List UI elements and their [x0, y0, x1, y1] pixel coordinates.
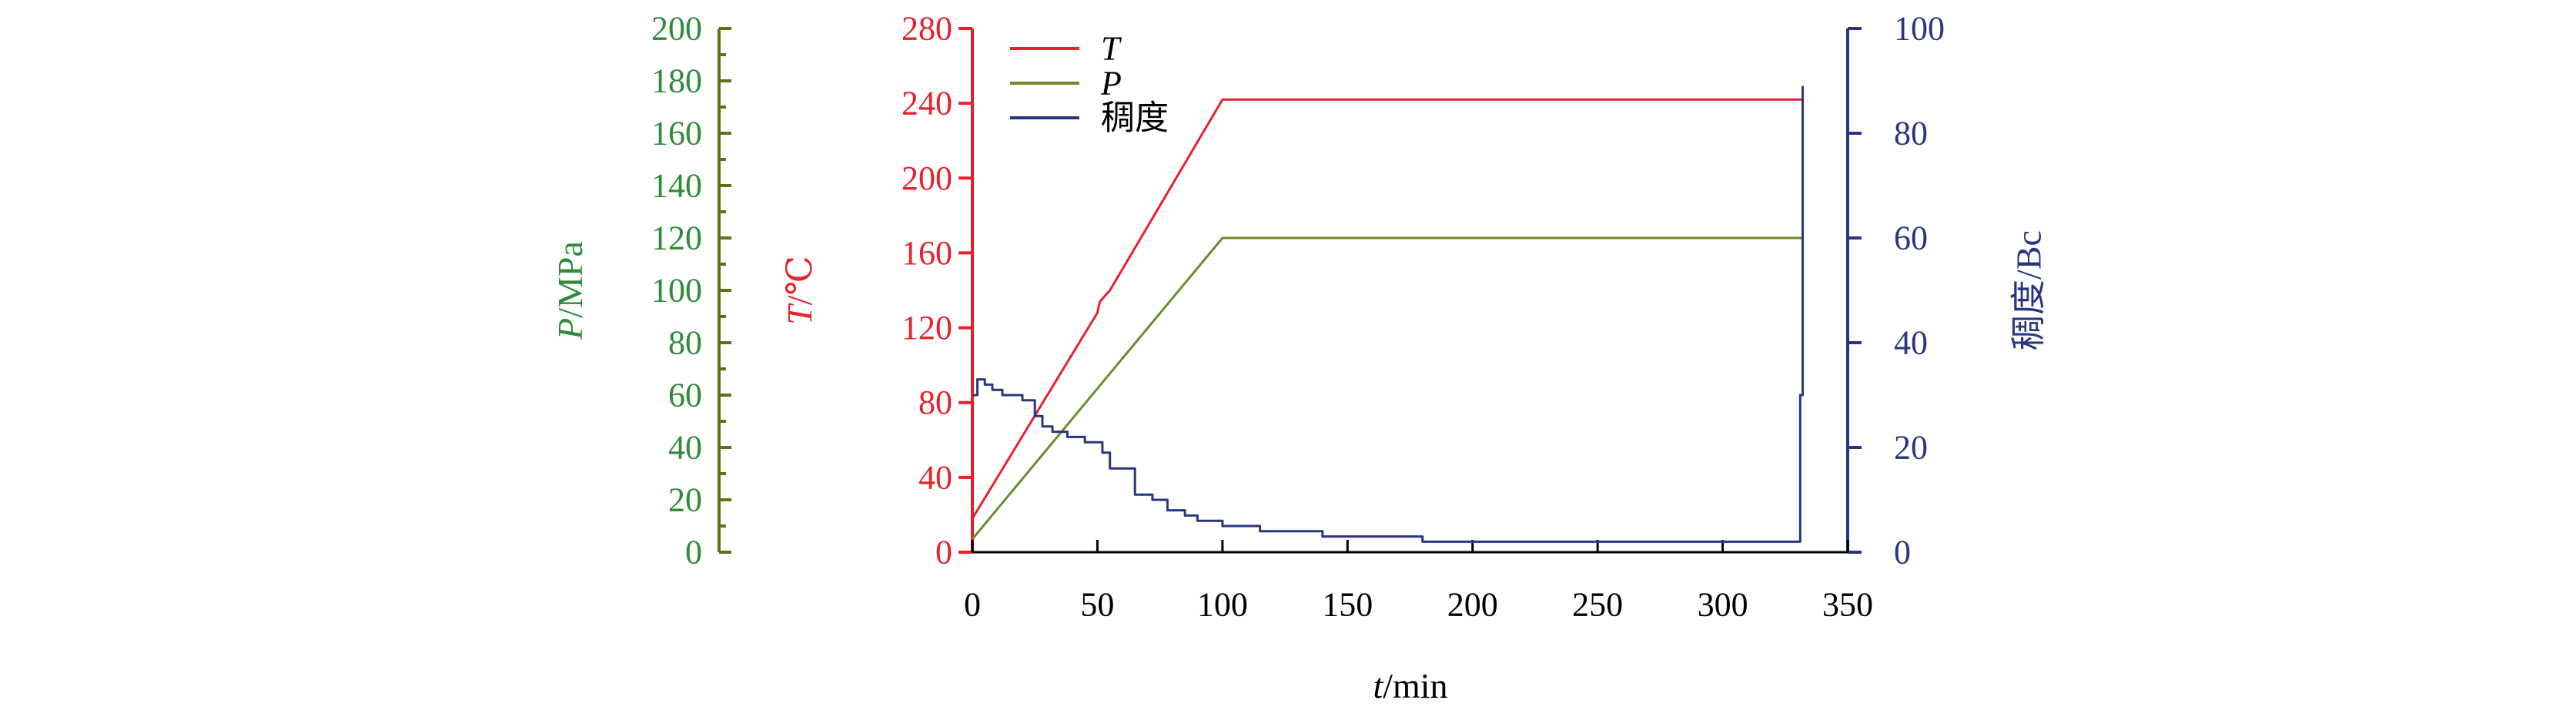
- temperature-tick-label: 160: [902, 234, 952, 272]
- consistency-tick-label: 20: [1894, 429, 1928, 467]
- pressure-tick-label: 200: [651, 10, 702, 48]
- temperature-tick-label: 120: [902, 309, 952, 347]
- series-line-T: [971, 98, 1803, 520]
- pressure-axis-title: P/MPa: [550, 241, 590, 340]
- temperature-axis-title-unit: /℃: [780, 256, 819, 305]
- time-axis-title-var: t: [1373, 666, 1383, 705]
- time-axis-title: t/min: [1373, 666, 1447, 705]
- time-tick-label: 250: [1572, 586, 1623, 624]
- pressure-tick-label: 120: [651, 219, 702, 257]
- temperature-tick-label: 40: [918, 458, 952, 496]
- pressure-tick-label: 140: [651, 167, 702, 205]
- consistency-axis: 0 20 40 60 80 100: [1846, 10, 1945, 571]
- temperature-tick-label: 200: [902, 159, 952, 197]
- temperature-tick-label: 0: [935, 534, 952, 571]
- legend-label-consistency: 稠度: [1101, 99, 1169, 137]
- consistency-tick-label: 80: [1894, 115, 1928, 152]
- consistency-tick-label: 100: [1894, 10, 1945, 48]
- pressure-tick-label: 100: [651, 272, 702, 310]
- temperature-axis: 0 40 80 120 160 200 240 280: [902, 10, 974, 571]
- time-tick-label: 300: [1698, 586, 1748, 624]
- time-tick-label: 150: [1322, 586, 1373, 624]
- time-axis-title-unit: /min: [1383, 666, 1447, 705]
- temperature-tick-label: 240: [902, 85, 952, 122]
- pressure-tick-label: 0: [685, 534, 702, 571]
- pressure-tick-label: 20: [668, 481, 702, 519]
- time-tick-label: 100: [1197, 586, 1248, 624]
- series-layer: [971, 85, 1804, 543]
- pressure-tick-label: 40: [668, 429, 702, 467]
- pressure-tick-label: 180: [651, 62, 702, 100]
- pressure-tick-label: 60: [668, 377, 702, 414]
- legend-label-T: T: [1101, 30, 1122, 68]
- pressure-tick-label: 80: [668, 324, 702, 362]
- pressure-axis-title-unit: /MPa: [550, 241, 590, 318]
- series-line-P: [971, 236, 1803, 540]
- temperature-tick-label: 80: [918, 384, 952, 421]
- time-axis: 0 50 100 150 200 250 300 350: [964, 540, 1873, 624]
- time-tick-label: 50: [1080, 586, 1114, 624]
- consistency-tick-label: 40: [1894, 324, 1928, 362]
- consistency-tick-label: 0: [1894, 534, 1911, 571]
- time-tick-label: 200: [1447, 586, 1498, 624]
- pressure-tick-label: 160: [651, 115, 702, 152]
- time-tick-label: 0: [964, 586, 981, 624]
- temperature-axis-title: T/℃: [780, 256, 819, 325]
- time-tick-label: 350: [1822, 586, 1873, 624]
- pressure-axis: 0 20 40 60 80 100 120 140 160 180 200: [651, 10, 731, 571]
- pressure-axis-title-var: P: [550, 318, 590, 340]
- temperature-tick-label: 280: [902, 10, 952, 48]
- temperature-axis-title-var: T: [780, 303, 819, 325]
- consistency-axis-title: 稠度/Bc: [2009, 230, 2049, 350]
- series-line-consistency: [972, 85, 1804, 543]
- axis-titles: P/MPa T/℃ 稠度/Bc t/min: [550, 230, 2049, 705]
- consistency-tick-label: 60: [1894, 219, 1928, 257]
- legend-label-P: P: [1100, 65, 1122, 102]
